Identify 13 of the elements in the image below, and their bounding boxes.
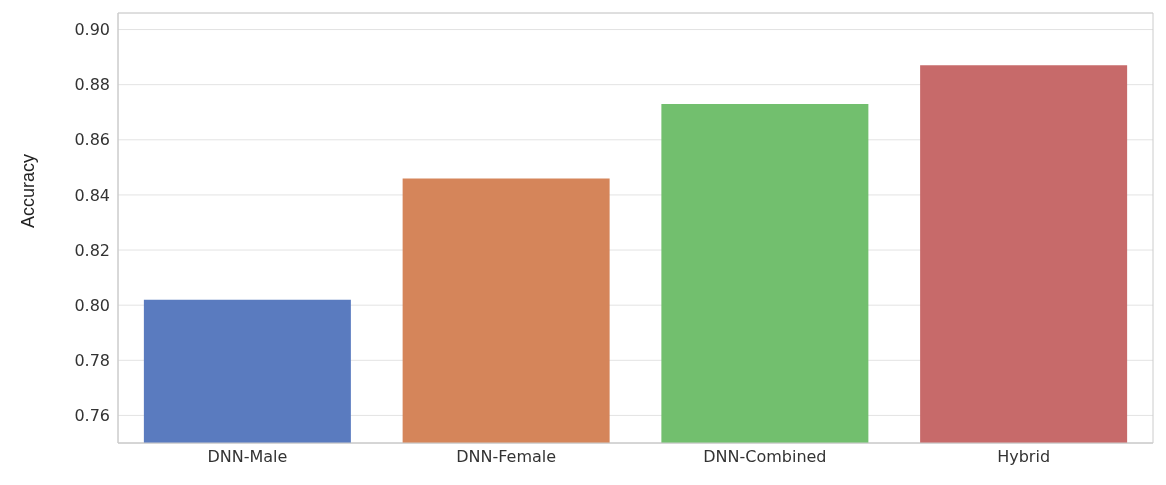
- y-tick-label: 0.84: [74, 185, 110, 205]
- y-tick-label: 0.86: [74, 130, 110, 150]
- y-tick-label: 0.88: [74, 75, 110, 95]
- y-tick-label: 0.76: [74, 406, 110, 426]
- y-tick-label: 0.80: [74, 295, 110, 315]
- x-tick-label: DNN-Male: [207, 447, 288, 467]
- x-tick-label: DNN-Female: [456, 447, 557, 467]
- x-tick-label: Hybrid: [997, 447, 1051, 467]
- x-tick-label: DNN-Combined: [703, 447, 827, 467]
- y-axis-title: Accuracy: [18, 153, 39, 228]
- y-tick-label: 0.78: [74, 350, 110, 370]
- y-tick-label: 0.90: [74, 20, 110, 40]
- y-tick-label: 0.82: [74, 240, 110, 260]
